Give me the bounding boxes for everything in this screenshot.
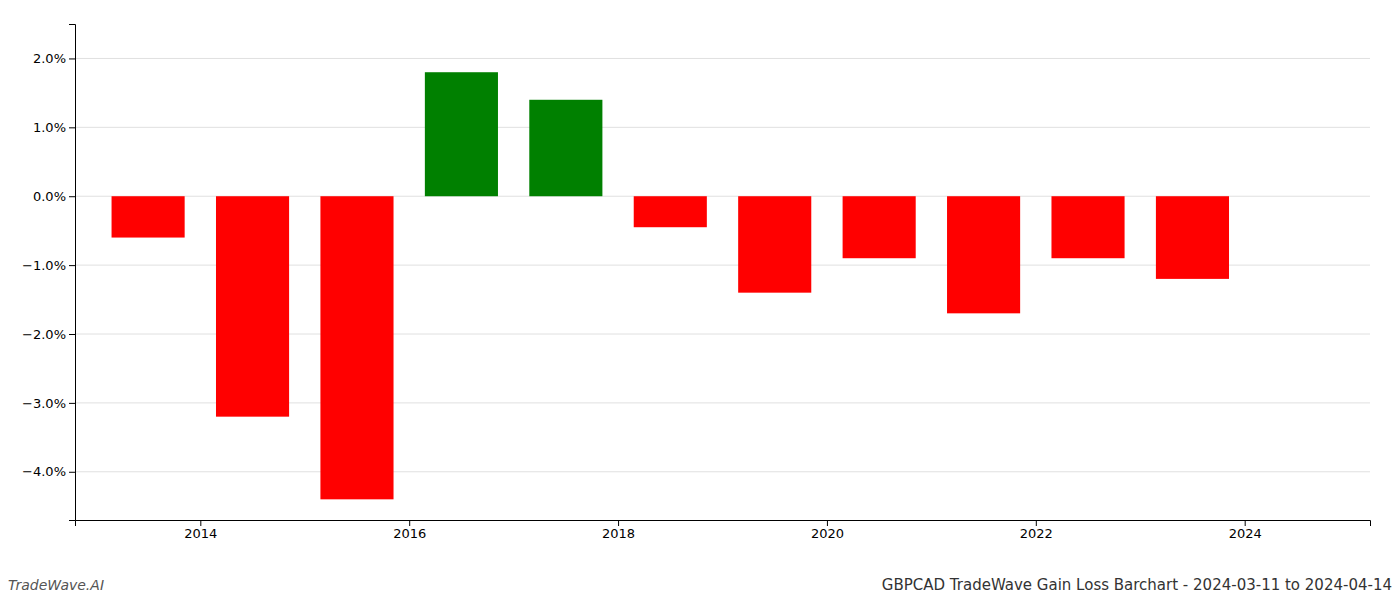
x-tick-mark: [409, 520, 410, 526]
grid: [75, 58, 1370, 471]
bar: [216, 196, 289, 416]
grid-line: [75, 127, 1370, 128]
chart: 201420162018202020222024−4.0%−3.0%−2.0%−…: [0, 0, 1400, 600]
x-tick-label: 2018: [602, 526, 635, 541]
x-tick-label: 2014: [184, 526, 217, 541]
y-tick-mark: [69, 403, 75, 404]
bar: [843, 196, 916, 258]
x-tick: 2022: [1020, 520, 1053, 541]
y-tick: −4.0%: [22, 464, 75, 479]
bar: [947, 196, 1020, 313]
x-tick-label: 2022: [1020, 526, 1053, 541]
bar: [738, 196, 811, 292]
y-tick-mark: [69, 58, 75, 59]
bar: [529, 100, 602, 196]
bar: [320, 196, 393, 499]
y-tick: 2.0%: [33, 51, 75, 66]
x-tick: 2018: [602, 520, 635, 541]
y-axis-line: [69, 25, 76, 521]
x-tick-label: 2024: [1229, 526, 1262, 541]
y-tick-mark: [69, 472, 75, 473]
x-tick-label: 2016: [393, 526, 426, 541]
y-tick-label: −4.0%: [22, 464, 66, 479]
bar: [425, 72, 498, 196]
bar: [634, 196, 707, 227]
y-tick: −2.0%: [22, 327, 75, 342]
x-tick-label: 2020: [811, 526, 844, 541]
x-tick-mark: [827, 520, 828, 526]
x-tick-mark: [618, 520, 619, 526]
x-axis-line: [76, 521, 1371, 527]
x-tick: 2014: [184, 520, 217, 541]
bar: [112, 196, 185, 237]
y-tick: 0.0%: [33, 189, 75, 204]
y-tick-mark: [69, 334, 75, 335]
x-axis: 2014 2016 2018 2020 2022 2024: [76, 520, 1371, 541]
x-tick-mark: [1036, 520, 1037, 526]
y-tick-label: 0.0%: [33, 189, 66, 204]
y-tick-label: −3.0%: [22, 396, 66, 411]
annotation: TradeWave.AI: [8, 577, 104, 593]
y-tick-mark: [69, 127, 75, 128]
y-tick-label: −2.0%: [22, 327, 66, 342]
y-tick: 1.0%: [33, 120, 75, 135]
x-tick: 2016: [393, 520, 426, 541]
grid-line: [75, 58, 1370, 59]
x-tick-mark: [200, 520, 201, 526]
y-tick: −3.0%: [22, 396, 75, 411]
x-tick: 2024: [1229, 520, 1262, 541]
y-tick: −1.0%: [22, 258, 75, 273]
y-tick-mark: [69, 265, 75, 266]
x-tick-mark: [1245, 520, 1246, 526]
bars: [112, 72, 1229, 499]
bar: [1051, 196, 1124, 258]
x-tick: 2020: [811, 520, 844, 541]
bar: [1156, 196, 1229, 279]
y-tick-label: 2.0%: [33, 51, 66, 66]
y-tick-label: 1.0%: [33, 120, 66, 135]
y-tick-mark: [69, 196, 75, 197]
title: GBPCAD TradeWave Gain Loss Barchart - 20…: [882, 576, 1392, 594]
y-tick-label: −1.0%: [22, 258, 66, 273]
grid-line: [75, 471, 1370, 472]
y-axis: −4.0% −3.0% −2.0% −1.0% 0.0% 1.0% 2.0%: [22, 25, 75, 521]
